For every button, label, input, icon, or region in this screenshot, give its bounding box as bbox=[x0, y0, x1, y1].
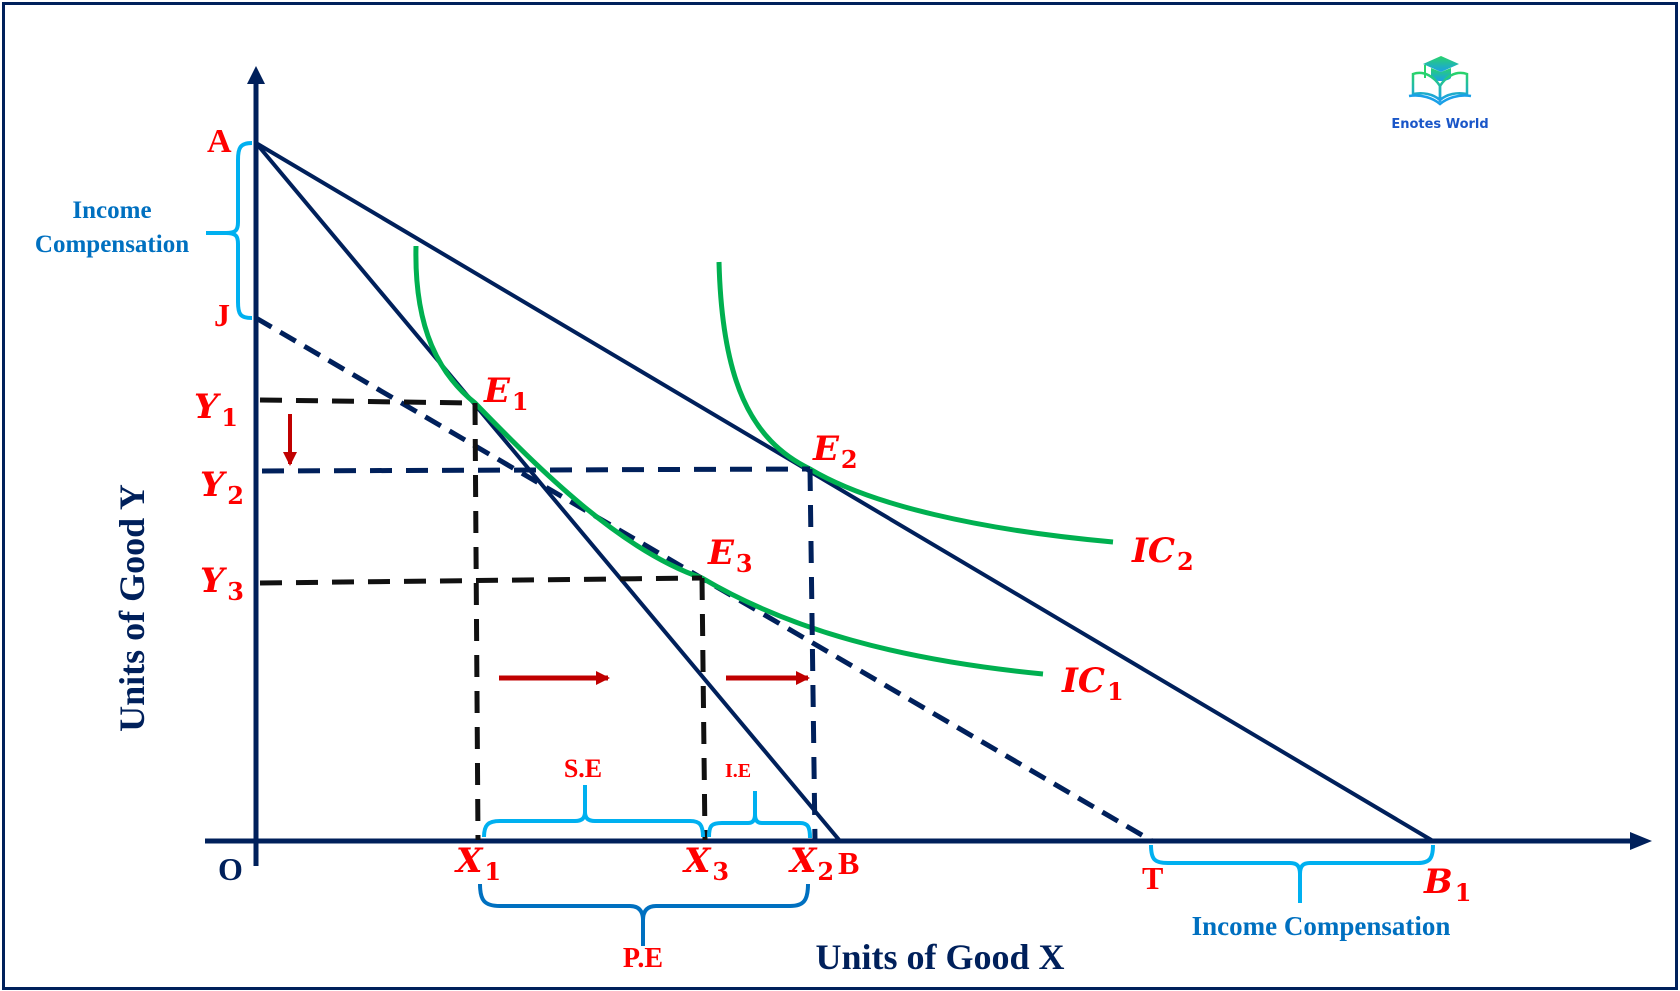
point-label-B1: B1 bbox=[1423, 862, 1471, 907]
y-axis-arrow-icon bbox=[247, 66, 265, 84]
point-label-E2: E2 bbox=[812, 429, 858, 474]
income-compensation-left-line2: Compensation bbox=[35, 231, 189, 258]
book-graduation-cap-icon bbox=[1408, 56, 1472, 106]
logo-text: Enotes World bbox=[1391, 117, 1489, 132]
income-compensation-brace-bottom bbox=[1149, 844, 1435, 903]
income-effect-brace bbox=[707, 791, 812, 839]
point-label-A: A bbox=[207, 123, 232, 160]
point-label-J: J bbox=[214, 297, 230, 333]
point-label-T: T bbox=[1142, 860, 1163, 896]
y-axis bbox=[247, 66, 265, 866]
point-label-X1: X1 bbox=[454, 841, 501, 886]
guide-lines bbox=[259, 397, 818, 841]
x-axis-arrow-icon bbox=[1630, 832, 1652, 850]
origin-label: O bbox=[218, 851, 243, 887]
y-axis-title: Units of Good Y bbox=[112, 484, 152, 732]
substitution-effect-label: S.E bbox=[564, 754, 602, 783]
curve-label-IC2: IC2 bbox=[1131, 531, 1194, 576]
budget-line-AB1 bbox=[254, 141, 1435, 843]
indifference-curve-IC1 bbox=[413, 245, 1044, 677]
price-effect-brace bbox=[478, 883, 810, 946]
point-label-E3: E3 bbox=[707, 533, 753, 578]
point-label-X2: X2 bbox=[788, 841, 834, 886]
income-compensation-left-line1: Income bbox=[72, 197, 151, 224]
income-compensation-bottom-label: Income Compensation bbox=[1192, 911, 1451, 941]
substitution-effect-brace bbox=[482, 785, 705, 838]
curve-label-IC1: IC1 bbox=[1061, 661, 1124, 706]
point-label-E1: E1 bbox=[483, 371, 529, 416]
indifference-curve-IC2 bbox=[716, 261, 1114, 545]
income-compensation-brace-left bbox=[206, 141, 253, 320]
point-label-B: B bbox=[838, 845, 859, 881]
enotes-world-logo: Enotes World bbox=[1375, 52, 1505, 132]
budget-line-AB bbox=[254, 141, 842, 843]
x-axis-title: Units of Good X bbox=[815, 937, 1064, 977]
income-effect-label: I.E bbox=[725, 760, 751, 782]
price-effect-label: P.E bbox=[623, 943, 663, 974]
x-axis bbox=[205, 832, 1652, 850]
point-label-X3: X3 bbox=[682, 841, 729, 886]
